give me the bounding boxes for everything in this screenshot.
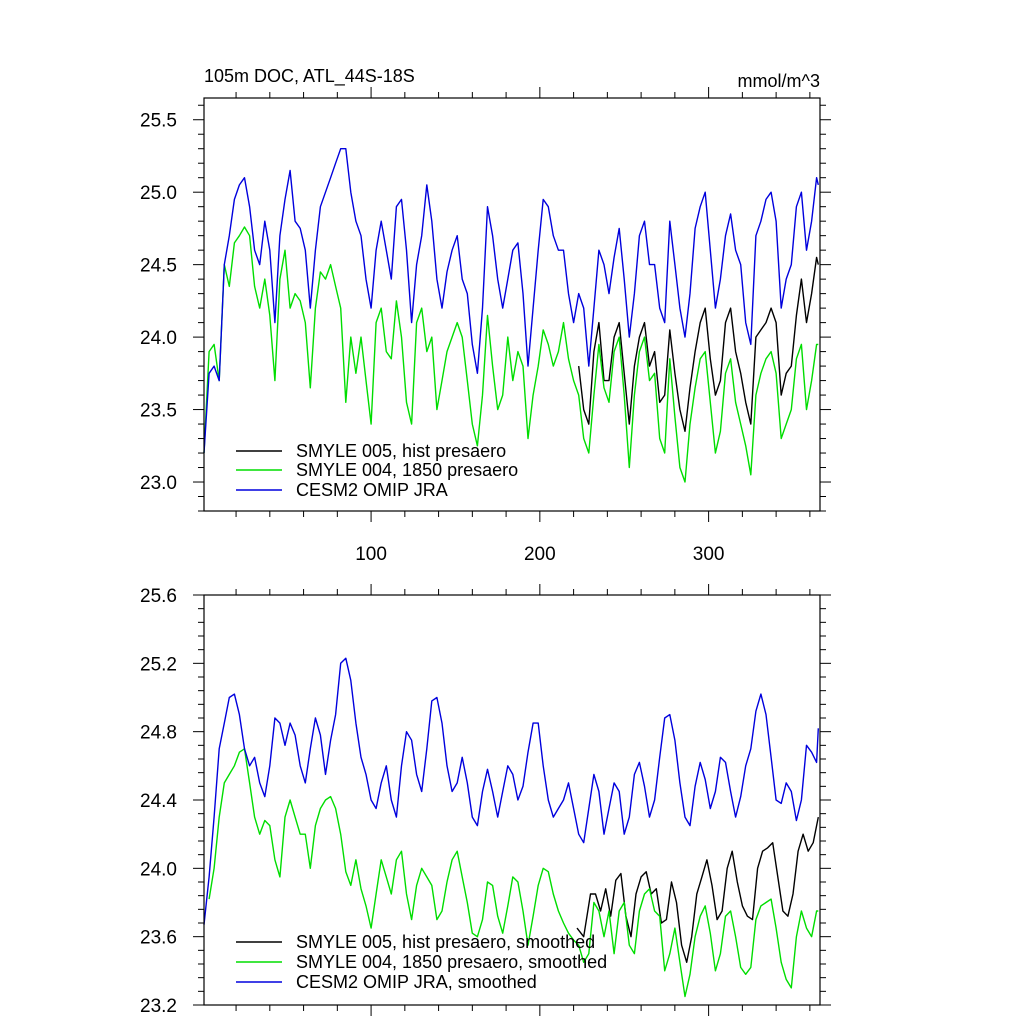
bottom-tick-marks xyxy=(193,584,831,1016)
y-tick-label: 24.4 xyxy=(140,791,177,812)
y-tick-label: 25.0 xyxy=(140,183,177,204)
x-tick-label: 100 xyxy=(355,544,387,565)
bottom-plot-frame xyxy=(203,594,821,1006)
top-chart-title: 105m DOC, ATL_44S-18S xyxy=(204,66,415,87)
bottom-legend-label-2: CESM2 OMIP JRA, smoothed xyxy=(296,972,537,992)
y-tick-label: 23.2 xyxy=(140,996,177,1017)
top-plot-frame xyxy=(203,97,821,512)
bottom-series-group xyxy=(203,657,819,998)
series-line-1-1 xyxy=(208,748,819,998)
series-line-1-2 xyxy=(203,657,819,925)
y-tick-label: 25.5 xyxy=(140,111,177,132)
y-tick-label: 24.0 xyxy=(140,328,177,349)
y-tick-label: 25.6 xyxy=(140,586,177,607)
y-tick-label: 24.0 xyxy=(140,859,177,880)
bottom-panel: 23.2 23.6 24.0 24.4 24.8 25.2 25.6 SMYLE 005, … xyxy=(140,584,831,1017)
top-y-tick-labels: 23.0 23.5 24.0 24.5 25.0 25.5 xyxy=(140,111,177,494)
y-tick-label: 23.5 xyxy=(140,401,177,422)
bottom-y-tick-labels: 23.2 23.6 24.0 24.4 24.8 25.2 25.6 xyxy=(140,586,177,1017)
bottom-legend: SMYLE 005, hist presaero, smoothed SMYLE… xyxy=(236,932,607,992)
bottom-legend-label-0: SMYLE 005, hist presaero, smoothed xyxy=(296,932,595,952)
top-chart-units: mmol/m^3 xyxy=(738,71,820,91)
series-line-0-0 xyxy=(578,256,819,432)
top-legend-label-2: CESM2 OMIP JRA xyxy=(296,480,448,500)
y-tick-label: 23.0 xyxy=(140,473,177,494)
series-line-1-0 xyxy=(576,816,819,963)
top-panel: 105m DOC, ATL_44S-18S mmol/m^3 23.023.52… xyxy=(140,66,831,565)
y-tick-label: 23.6 xyxy=(140,928,177,949)
top-legend: SMYLE 005, hist presaero SMYLE 004, 1850… xyxy=(236,441,518,500)
series-line-0-2 xyxy=(203,148,819,454)
bottom-legend-label-1: SMYLE 004, 1850 presaero, smoothed xyxy=(296,952,607,972)
top-series-group xyxy=(203,148,819,483)
y-tick-label: 24.5 xyxy=(140,256,177,277)
series-line-0-1 xyxy=(203,226,819,483)
top-tick-marks xyxy=(193,87,831,522)
x-tick-label: 300 xyxy=(693,544,725,565)
x-tick-label: 200 xyxy=(524,544,556,565)
y-tick-label: 24.8 xyxy=(140,723,177,744)
top-legend-label-1: SMYLE 004, 1850 presaero xyxy=(296,460,518,480)
top-legend-label-0: SMYLE 005, hist presaero xyxy=(296,441,506,461)
y-tick-label: 25.2 xyxy=(140,654,177,675)
top-x-tick-labels: 100 200 300 xyxy=(355,544,724,565)
